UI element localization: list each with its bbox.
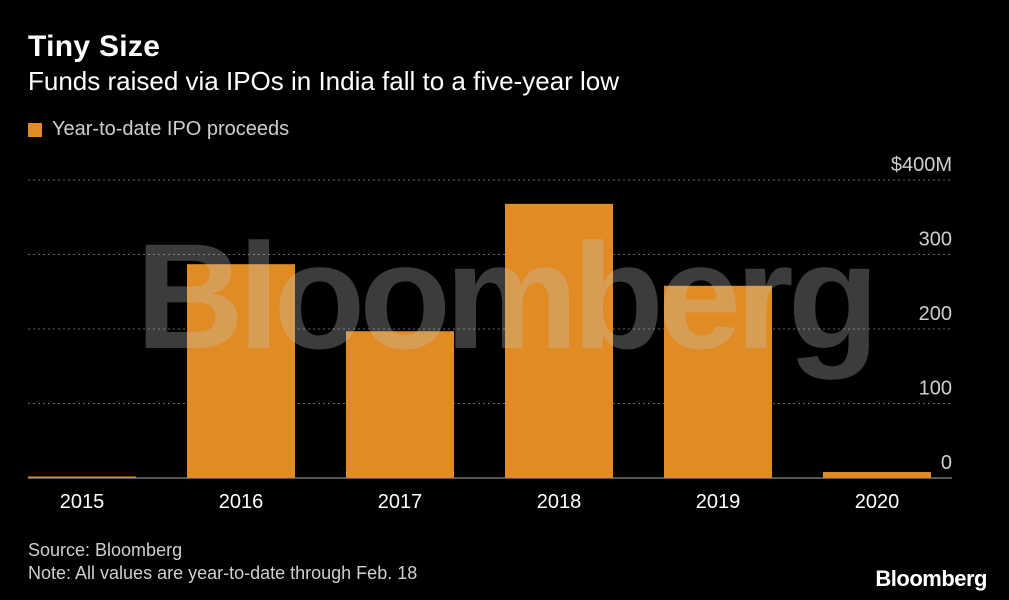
y-tick-label: 300 bbox=[919, 229, 952, 251]
x-tick-label: 2020 bbox=[855, 491, 900, 513]
footnote: Note: All values are year-to-date throug… bbox=[28, 563, 418, 583]
legend: Year-to-date IPO proceeds bbox=[28, 118, 289, 141]
x-tick-label: 2019 bbox=[696, 491, 741, 513]
legend-label: Year-to-date IPO proceeds bbox=[52, 118, 290, 140]
x-tick-label: 2017 bbox=[378, 491, 423, 513]
bar-2017 bbox=[346, 331, 454, 478]
chart-title: Tiny Size bbox=[28, 30, 161, 63]
y-tick-label: 100 bbox=[919, 378, 952, 400]
x-tick-label: 2016 bbox=[219, 491, 264, 513]
chart-subtitle: Funds raised via IPOs in India fall to a… bbox=[28, 66, 620, 96]
bar-2019 bbox=[664, 285, 772, 478]
bar-2015 bbox=[28, 476, 136, 479]
y-tick-label: $400M bbox=[891, 154, 952, 176]
bar-2020 bbox=[823, 472, 931, 478]
legend-swatch bbox=[28, 122, 42, 137]
y-tick-label: 0 bbox=[941, 452, 952, 474]
bar-2016 bbox=[187, 264, 295, 478]
bar-chart: 0 100 200 300 $400M 2015 2016 2017 2018 2019 2020 bbox=[28, 154, 952, 513]
bloomberg-logo: Bloomberg bbox=[875, 566, 987, 591]
bar-2018 bbox=[505, 203, 613, 478]
x-tick-label: 2018 bbox=[537, 491, 582, 513]
x-tick-label: 2015 bbox=[60, 491, 105, 513]
y-tick-label: 200 bbox=[919, 303, 952, 325]
source-note: Source: Bloomberg bbox=[28, 540, 183, 560]
